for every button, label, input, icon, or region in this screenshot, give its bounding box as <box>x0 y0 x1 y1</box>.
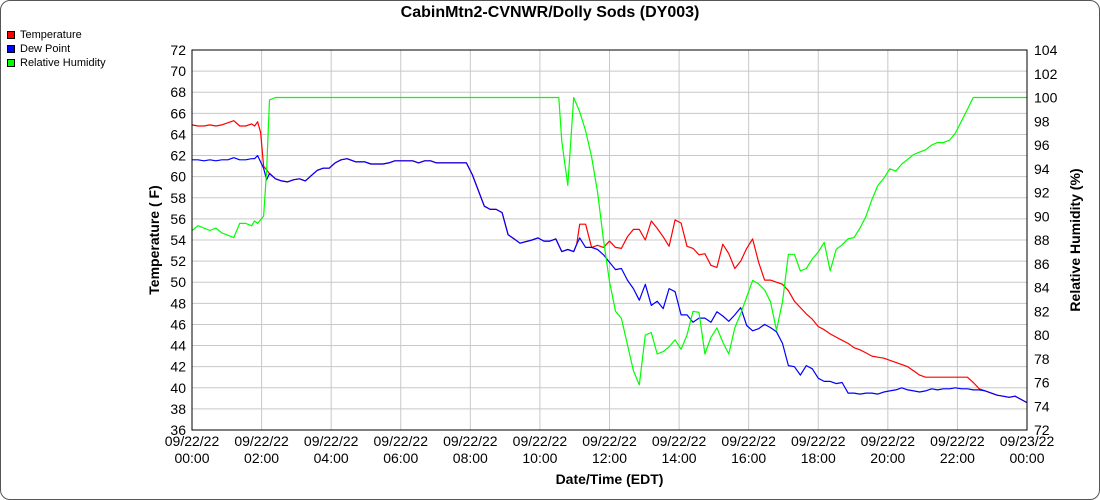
y-axis-title-right: Relative Humidity (%) <box>1067 168 1083 311</box>
x-tick-time: 02:00 <box>244 450 279 466</box>
y2-tick-label: 72 <box>1034 422 1050 438</box>
y-tick-label: 42 <box>170 359 186 375</box>
y2-tick-label: 78 <box>1034 351 1050 367</box>
x-tick-time: 10:00 <box>522 450 557 466</box>
relative-humidity-line <box>191 96 1027 386</box>
x-tick-time: 16:00 <box>731 450 766 466</box>
plot-border <box>191 49 1028 431</box>
legend-swatch-relative-humidity <box>7 59 15 67</box>
legend-label-dew-point: Dew Point <box>20 43 71 55</box>
y-tick-label: 62 <box>170 148 186 164</box>
x-tick-time: 00:00 <box>1009 450 1044 466</box>
tick-labels: 36 38 40 42 44 46 48 50 52 54 56 58 60 62 64 66 68 70 72 72… <box>165 42 1058 466</box>
x-tick-date: 09/22/22 <box>721 433 776 449</box>
y2-tick-label: 92 <box>1034 185 1050 201</box>
y-tick-label: 70 <box>170 63 186 79</box>
x-tick-time: 12:00 <box>592 450 627 466</box>
y2-tick-label: 100 <box>1034 90 1058 106</box>
x-tick-time: 20:00 <box>870 450 905 466</box>
legend-item-relative-humidity: Relative Humidity <box>7 56 106 70</box>
y2-tick-label: 90 <box>1034 208 1050 224</box>
x-tick-date: 09/22/22 <box>861 433 916 449</box>
x-tick-time: 00:00 <box>174 450 209 466</box>
y-tick-label: 38 <box>170 401 186 417</box>
y-tick-label: 52 <box>170 253 186 269</box>
y-tick-label: 68 <box>170 84 186 100</box>
y-tick-label: 64 <box>170 126 186 142</box>
y-tick-label: 40 <box>170 380 186 396</box>
dew-point-line <box>192 155 1028 404</box>
y-axis-title-left: Temperature ( F) <box>146 185 162 294</box>
x-tick-time: 06:00 <box>383 450 418 466</box>
legend-swatch-temperature <box>7 31 15 39</box>
y2-tick-label: 74 <box>1034 398 1050 414</box>
y2-tick-label: 96 <box>1034 137 1050 153</box>
x-tick-time: 22:00 <box>940 450 975 466</box>
legend-label-temperature: Temperature <box>20 29 82 41</box>
y2-tick-label: 94 <box>1034 161 1050 177</box>
y2-tick-label: 80 <box>1034 327 1050 343</box>
x-tick-date: 09/22/22 <box>582 433 637 449</box>
legend: Temperature Dew Point Relative Humidity <box>7 28 106 70</box>
y2-tick-label: 88 <box>1034 232 1050 248</box>
y-tick-label: 56 <box>170 211 186 227</box>
y2-tick-label: 102 <box>1034 66 1058 82</box>
chart-title: CabinMtn2-CVNWR/Dolly Sods (DY003) <box>400 4 700 21</box>
y2-tick-label: 86 <box>1034 256 1050 272</box>
x-tick-time: 08:00 <box>453 450 488 466</box>
legend-item-temperature: Temperature <box>7 28 106 42</box>
x-tick-date: 09/22/22 <box>791 433 846 449</box>
y-tick-label: 72 <box>170 42 186 58</box>
x-tick-date: 09/22/22 <box>234 433 289 449</box>
legend-label-relative-humidity: Relative Humidity <box>20 57 106 69</box>
y-tick-label: 50 <box>170 274 186 290</box>
y2-tick-label: 84 <box>1034 280 1050 296</box>
y2-tick-label: 76 <box>1034 375 1050 391</box>
legend-swatch-dew-point <box>7 45 15 53</box>
x-tick-time: 04:00 <box>314 450 349 466</box>
legend-item-dew-point: Dew Point <box>7 42 106 56</box>
series-layer <box>191 96 1028 404</box>
y-tick-label: 48 <box>170 295 186 311</box>
x-tick-date: 09/23/22 <box>1000 433 1055 449</box>
y-tick-label: 54 <box>170 232 186 248</box>
x-tick-date: 09/22/22 <box>513 433 568 449</box>
x-tick-date: 09/22/22 <box>930 433 985 449</box>
y2-tick-label: 98 <box>1034 113 1050 129</box>
x-tick-date: 09/22/22 <box>304 433 359 449</box>
x-tick-date: 09/22/22 <box>443 433 498 449</box>
y-tick-label: 60 <box>170 169 186 185</box>
x-axis-title: Date/Time (EDT) <box>556 471 664 487</box>
y-tick-label: 58 <box>170 190 186 206</box>
y-tick-label: 36 <box>170 422 186 438</box>
y-tick-label: 46 <box>170 316 186 332</box>
x-tick-date: 09/22/22 <box>374 433 429 449</box>
x-tick-date: 09/22/22 <box>652 433 707 449</box>
x-tick-date: 09/22/22 <box>165 433 220 449</box>
y-tick-label: 44 <box>170 338 186 354</box>
y2-tick-label: 104 <box>1034 42 1058 58</box>
x-tick-time: 18:00 <box>801 450 836 466</box>
y2-tick-label: 82 <box>1034 303 1050 319</box>
x-tick-time: 14:00 <box>662 450 697 466</box>
y-tick-label: 66 <box>170 105 186 121</box>
